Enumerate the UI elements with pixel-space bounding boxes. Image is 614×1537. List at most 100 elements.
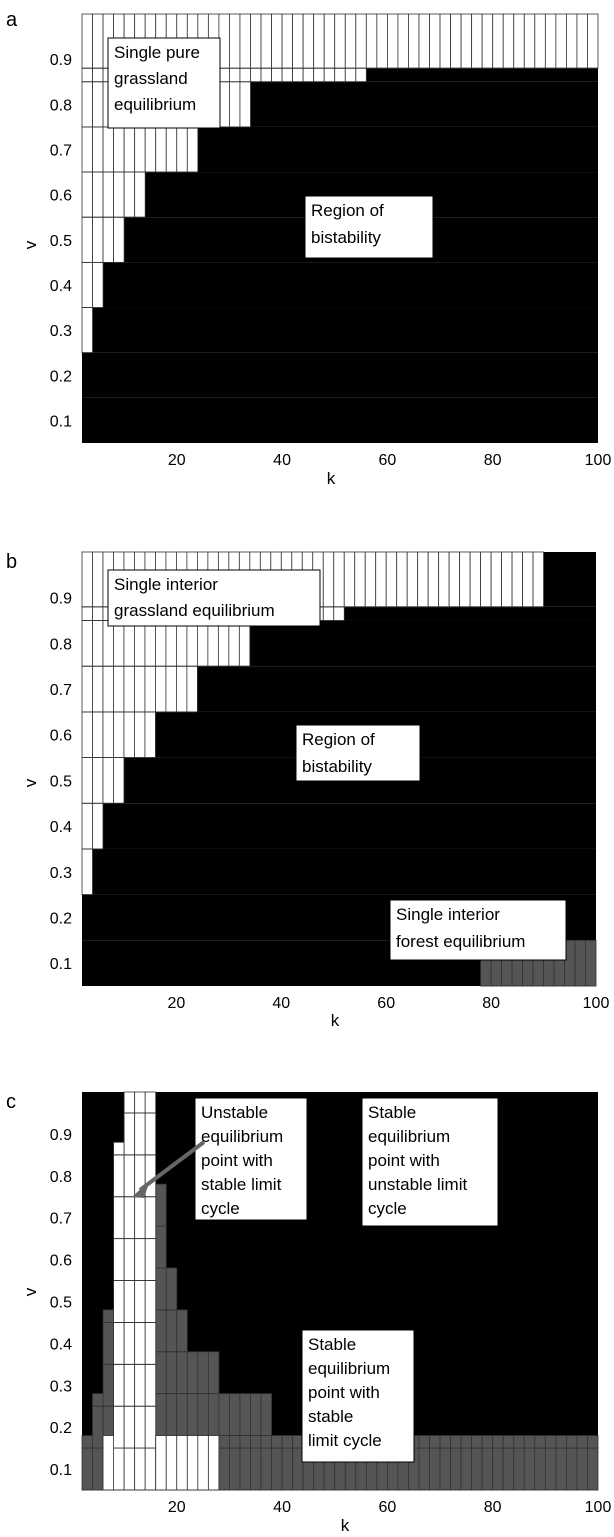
limit-cycle-cell (102, 1322, 114, 1365)
grassland-cell (92, 13, 104, 69)
grassland-cell (481, 13, 494, 69)
grassland-cell (480, 551, 492, 608)
grassland-cell (355, 13, 367, 69)
grassland-cell (102, 126, 114, 173)
annotation-arrowhead-icon (132, 1180, 150, 1198)
unstable-cell (134, 1405, 146, 1449)
annot-bistability-b-box (295, 724, 421, 782)
annot-pure-grassland-box (107, 37, 221, 129)
grassland-cell (429, 13, 441, 69)
panel-b-ylabel: v (21, 778, 40, 787)
grassland-cell (144, 126, 157, 173)
grassland-cell (344, 13, 357, 69)
panel-c-xtick: 60 (378, 1499, 396, 1516)
limit-cycle-cell (165, 1351, 178, 1395)
limit-cycle-cell (460, 1435, 473, 1449)
annot-interior-grassland-box (107, 569, 321, 627)
unstable-cell (144, 1196, 157, 1240)
bistable-band (82, 397, 598, 443)
unstable-cell (123, 1447, 136, 1491)
panel-a-xtick: 40 (273, 452, 291, 469)
panel-letter-a: a (6, 9, 18, 31)
bistable-band (102, 803, 597, 849)
limit-cycle-cell (450, 1447, 462, 1491)
annot-pure-grassland-text: Single pure (114, 43, 200, 62)
grassland-cell (502, 13, 515, 69)
limit-cycle-cell (197, 1351, 209, 1395)
unstable-cell (102, 1435, 114, 1491)
grassland-cell (176, 620, 188, 667)
grassland-cell (81, 216, 93, 263)
panel-a-ytick: 0.9 (50, 52, 72, 69)
limit-cycle-cell (271, 1447, 283, 1491)
panel-c-ytick: 0.7 (50, 1211, 72, 1228)
grassland-cell (176, 126, 188, 173)
forest-cell (574, 939, 586, 987)
limit-cycle-cell (155, 1309, 167, 1353)
unstable-cell (134, 1322, 146, 1365)
panel-c-ytick: 0.1 (50, 1462, 72, 1479)
unstable-cell (113, 1405, 125, 1449)
panel-b-ytick: 0.3 (50, 865, 72, 882)
limit-cycle-cell (176, 1393, 188, 1436)
limit-cycle-cell (576, 1435, 588, 1449)
grassland-cell (365, 13, 378, 69)
panel-a-ytick: 0.1 (50, 413, 72, 430)
grassland-cell (196, 620, 209, 667)
panel-a-xtick: 80 (484, 452, 502, 469)
panel-a-ytick: 0.3 (50, 323, 72, 340)
unstable-cell (186, 1435, 199, 1491)
grassland-cell (186, 126, 199, 173)
bistable-band (344, 606, 596, 621)
grassland-cell (134, 620, 146, 667)
panel-b-plot: 20 40 60 80 100 0.1 0.2 0.3 0.4 0.5 0.6 0.7 0.8 0.9 Si… (50, 551, 609, 1012)
limit-cycle-cell (566, 1447, 578, 1491)
limit-cycle-cell (513, 1435, 525, 1449)
grassland-cell (123, 620, 135, 667)
grassland-cell (102, 757, 114, 804)
panel-a-ytick: 0.5 (50, 233, 72, 250)
limit-cycle-cell (481, 1435, 494, 1449)
unstable-cell (123, 1091, 136, 1114)
panel-a-xtick: 60 (378, 452, 396, 469)
grassland-cell (81, 551, 93, 608)
panel-a-ytick: 0.2 (50, 368, 72, 385)
unstable-cell (144, 1112, 157, 1156)
grassland-cell (354, 551, 366, 608)
grassland-cell (534, 13, 546, 69)
limit-cycle-cell (523, 1447, 536, 1491)
panel-c-ytick: 0.6 (50, 1253, 72, 1270)
grassland-cell (511, 551, 523, 608)
grassland-cell (155, 620, 167, 667)
panel-b-ytick: 0.8 (50, 636, 72, 653)
limit-cycle-cell (81, 1447, 93, 1491)
grassland-cell (501, 551, 513, 608)
grassland-cell (271, 13, 283, 69)
panel-b-xlabel: k (331, 1011, 340, 1030)
grassland-cell (408, 13, 420, 69)
grassland-cell (576, 13, 588, 69)
limit-cycle-cell (102, 1309, 114, 1323)
limit-cycle-cell (92, 1447, 104, 1491)
annot-unstable-point-text: cycle (201, 1199, 240, 1218)
grassland-cell (555, 13, 567, 69)
grassland-cell (134, 126, 146, 173)
limit-cycle-cell (555, 1447, 567, 1491)
limit-cycle-cell (418, 1435, 430, 1449)
unstable-cell (123, 1280, 136, 1323)
grassland-cell (102, 171, 114, 218)
limit-cycle-cell (186, 1351, 199, 1395)
limit-cycle-cell (207, 1351, 220, 1395)
unstable-cell (123, 1405, 136, 1449)
limit-cycle-cell (555, 1435, 567, 1449)
grassland-cell (92, 665, 104, 713)
panel-b-xtick: 20 (168, 995, 186, 1012)
grassland-cell (81, 711, 93, 758)
grassland-cell (229, 81, 241, 128)
grassland-cell (323, 67, 336, 83)
limit-cycle-cell (587, 1447, 599, 1491)
bistable-band (82, 352, 598, 398)
unstable-cell (113, 1322, 125, 1365)
grassland-cell (334, 13, 346, 69)
